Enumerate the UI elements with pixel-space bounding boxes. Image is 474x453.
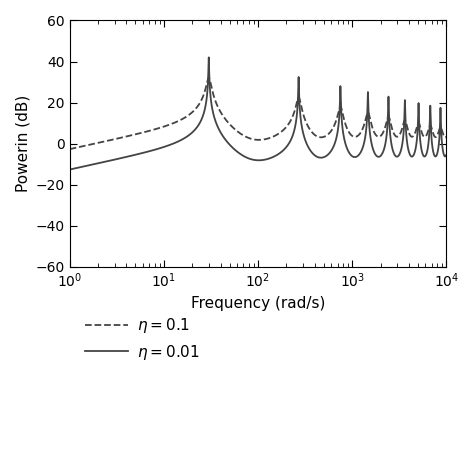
$\eta = 0.01$	[206, 55, 211, 60]
$\eta = 0.1$	[203, 84, 209, 90]
$\eta = 0.1$	[444, 134, 449, 139]
$\eta = 0.01$	[366, 120, 372, 126]
$\eta = 0.1$	[366, 112, 372, 117]
X-axis label: Frequency (rad/s): Frequency (rad/s)	[191, 295, 325, 311]
$\eta = 0.1$	[306, 125, 312, 131]
$\eta = 0.01$	[444, 152, 449, 158]
$\eta = 0.01$	[67, 167, 73, 172]
$\eta = 0.01$	[346, 149, 352, 155]
$\eta = 0.1$	[67, 146, 73, 152]
Line: $\eta = 0.01$: $\eta = 0.01$	[70, 58, 447, 169]
Y-axis label: Powerin (dB): Powerin (dB)	[15, 95, 30, 192]
$\eta = 0.1$	[290, 114, 295, 119]
Line: $\eta = 0.1$: $\eta = 0.1$	[70, 78, 447, 149]
$\eta = 0.01$	[306, 146, 312, 151]
$\eta = 0.1$	[346, 130, 352, 135]
$\eta = 0.01$	[86, 163, 91, 168]
$\eta = 0.01$	[203, 100, 209, 106]
Legend: $\eta = 0.1$, $\eta = 0.01$: $\eta = 0.1$, $\eta = 0.01$	[85, 316, 200, 361]
$\eta = 0.1$	[86, 142, 91, 148]
$\eta = 0.01$	[290, 133, 295, 139]
$\eta = 0.1$	[206, 75, 212, 81]
